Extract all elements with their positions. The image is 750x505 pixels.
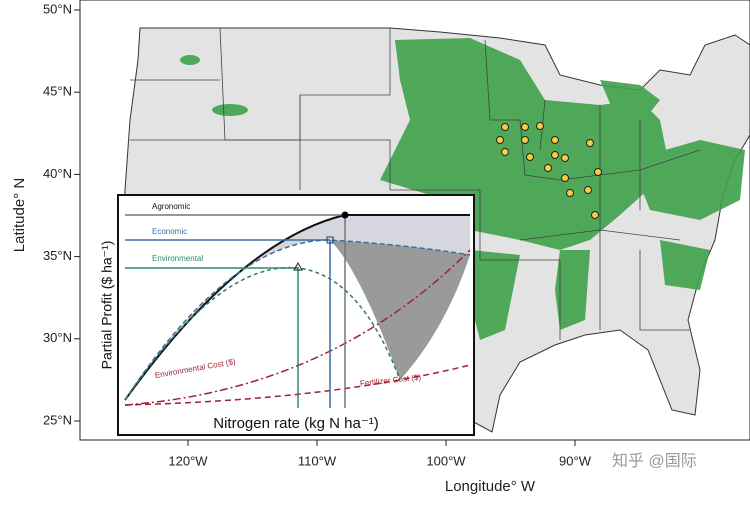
map-axes: 50°N 45°N 40°N 35°N 30°N 25°N 120°W 110°W 100°W 9…: [43, 1, 592, 468]
site-marker: [584, 186, 592, 194]
map-frame: [79, 0, 750, 441]
agronomic-optimum: [341, 211, 349, 219]
site-marker: [536, 122, 544, 130]
lat-tick-label: 50°N: [43, 1, 72, 16]
lon-tick-label: 110°W: [298, 453, 337, 468]
agronomic-label: Agronomic: [152, 202, 190, 211]
economic-label: Economic: [152, 227, 187, 236]
state-borders: [130, 27, 701, 340]
optimum-arrows: [125, 214, 346, 408]
economic-curve: [124, 239, 471, 401]
lat-tick-label: 35°N: [43, 248, 72, 263]
site-marker: [496, 136, 504, 144]
site-marker: [561, 154, 569, 162]
watermark: 知乎 @国际: [612, 452, 697, 470]
site-marker: [561, 174, 569, 182]
site-marker: [551, 136, 559, 144]
lat-tick-label: 30°N: [43, 330, 72, 345]
site-marker: [586, 139, 594, 147]
site-marker: [551, 151, 559, 159]
site-marker: [501, 148, 509, 156]
inset-chart: Agronomic Economic Environmental Environ…: [99, 194, 475, 436]
x-axis-title: Longitude° W: [445, 478, 536, 495]
inset-x-title: Nitrogen rate (kg N ha⁻¹): [213, 415, 378, 432]
lat-tick-label: 40°N: [43, 166, 72, 181]
lon-tick-label: 100°W: [426, 453, 466, 468]
site-marker: [544, 164, 552, 172]
environmental-label: Environmental: [152, 254, 203, 263]
site-marker: [521, 123, 529, 131]
environmental-curve: [124, 266, 401, 401]
site-marker: [591, 211, 599, 219]
lat-tick-label: 25°N: [43, 412, 72, 427]
site-marker: [594, 168, 602, 176]
economic-optimum: [326, 236, 334, 244]
site-marker: [566, 189, 574, 197]
site-marker: [526, 153, 534, 161]
environmental-cost-curve: [124, 249, 471, 406]
site-marker: [501, 123, 509, 131]
y-axis-title: Latitude° N: [11, 178, 28, 252]
site-marker: [521, 136, 529, 144]
profit-band: [125, 215, 470, 400]
lat-tick-label: 45°N: [43, 84, 72, 99]
fertilizer-cost-curve: [124, 364, 471, 406]
site-markers: [496, 122, 602, 219]
inset-y-title: Partial Profit ($ ha⁻¹): [99, 241, 115, 370]
lon-tick-label: 90°W: [559, 453, 592, 468]
environmental-optimum: [293, 261, 303, 271]
lon-tick-label: 120°W: [168, 453, 208, 468]
